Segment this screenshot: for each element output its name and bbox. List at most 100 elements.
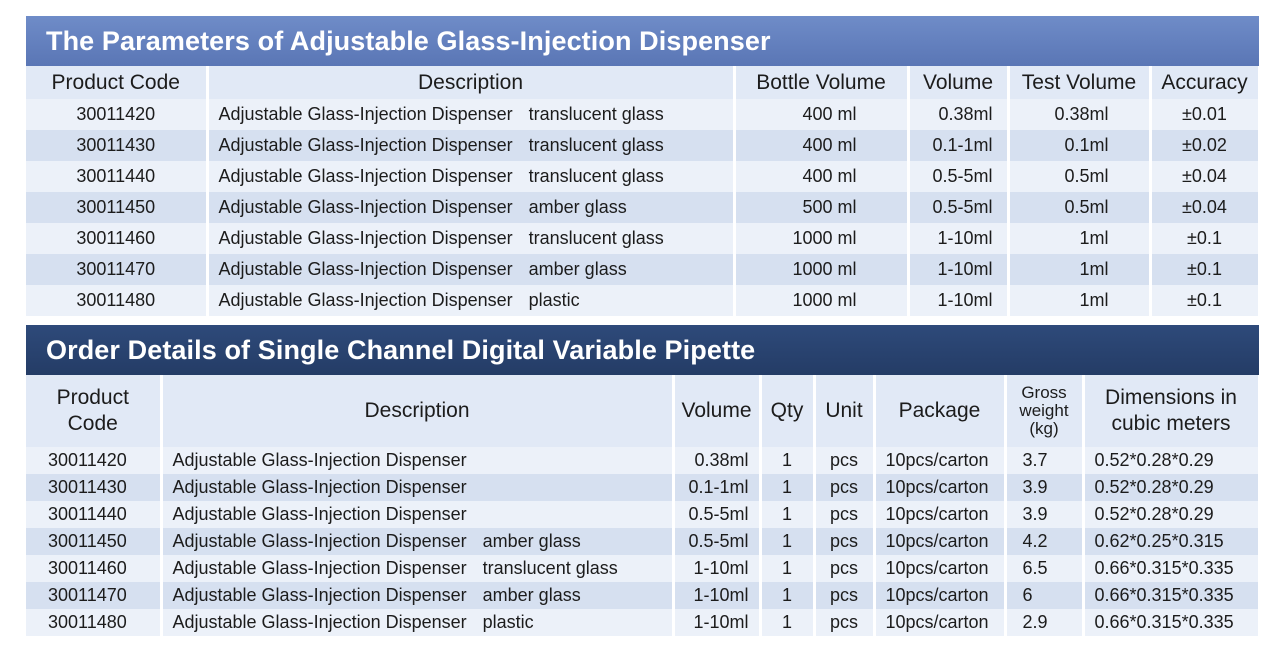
accuracy-cell: ±0.1 <box>1150 285 1261 316</box>
accuracy-cell: ±0.02 <box>1150 130 1261 161</box>
description-cell: Adjustable Glass-Injection Dispenser tran… <box>207 223 736 254</box>
material-text: translucent glass <box>528 166 664 186</box>
order-details-section: Order Details of Single Channel Digital … <box>26 325 1261 636</box>
table-row: 30011450 Adjustable Glass-Injection Dispe… <box>26 192 1261 223</box>
order-details-title: Order Details of Single Channel Digital … <box>26 325 1259 375</box>
table-row: 30011460 Adjustable Glass-Injection Dispe… <box>26 555 1261 582</box>
table-row: 30011430 Adjustable Glass-Injection Dispe… <box>26 474 1261 501</box>
table-row: 30011440 Adjustable Glass-Injection Dispe… <box>26 161 1261 192</box>
dimensions-cell: 0.52*0.28*0.29 <box>1083 501 1261 528</box>
accuracy-cell: ±0.04 <box>1150 161 1261 192</box>
material-text: amber glass <box>482 585 581 605</box>
test-volume-cell: 0.5ml <box>1008 192 1152 223</box>
product-code-cell: 30011440 <box>26 501 163 528</box>
bottle-volume-cell: 1000 ml <box>734 285 910 316</box>
table-row: 30011470 Adjustable Glass-Injection Dispe… <box>26 582 1261 609</box>
product-code-cell: 30011420 <box>26 447 163 474</box>
header-description: Description <box>207 66 736 99</box>
header-volume: Volume <box>908 66 1010 99</box>
description-cell: Adjustable Glass-Injection Dispenser tran… <box>161 555 675 582</box>
qty-cell: 1 <box>760 555 816 582</box>
gross-weight-cell: 6 <box>1005 582 1085 609</box>
description-text: Adjustable Glass-Injection Dispenser <box>218 135 513 155</box>
qty-cell: 1 <box>760 582 816 609</box>
table-row: 30011440 Adjustable Glass-Injection Dispe… <box>26 501 1261 528</box>
dimensions-cell: 0.52*0.28*0.29 <box>1083 447 1261 474</box>
parameters-header-row: Product Code Description Bottle Volume V… <box>26 66 1261 99</box>
gross-weight-cell: 3.7 <box>1005 447 1085 474</box>
dimensions-cell: 0.66*0.315*0.335 <box>1083 555 1261 582</box>
material-text: translucent glass <box>528 135 664 155</box>
header-gross-weight: Gross weight (kg) <box>1005 375 1085 447</box>
package-cell: 10pcs/carton <box>874 501 1007 528</box>
bottle-volume-cell: 1000 ml <box>734 223 910 254</box>
unit-cell: pcs <box>814 528 876 555</box>
unit-cell: pcs <box>814 609 876 636</box>
gross-weight-cell: 4.2 <box>1005 528 1085 555</box>
unit-cell: pcs <box>814 474 876 501</box>
volume-cell: 1-10ml <box>673 609 762 636</box>
header-test-volume: Test Volume <box>1008 66 1152 99</box>
description-cell: Adjustable Glass-Injection Dispenser plas… <box>161 609 675 636</box>
package-cell: 10pcs/carton <box>874 474 1007 501</box>
material-text: amber glass <box>528 197 627 217</box>
product-code-cell: 30011420 <box>26 99 209 130</box>
description-text: Adjustable Glass-Injection Dispenser <box>218 290 513 310</box>
test-volume-cell: 1ml <box>1008 254 1152 285</box>
accuracy-cell: ±0.1 <box>1150 254 1261 285</box>
volume-cell: 0.1-1ml <box>908 130 1010 161</box>
qty-cell: 1 <box>760 474 816 501</box>
material-text: translucent glass <box>528 228 664 248</box>
table-row: 30011460 Adjustable Glass-Injection Dispe… <box>26 223 1261 254</box>
product-code-cell: 30011460 <box>26 223 209 254</box>
product-code-cell: 30011480 <box>26 609 163 636</box>
description-cell: Adjustable Glass-Injection Dispenser ambe… <box>207 254 736 285</box>
product-code-cell: 30011460 <box>26 555 163 582</box>
description-text: Adjustable Glass-Injection Dispenser <box>172 504 467 524</box>
volume-cell: 0.5-5ml <box>908 161 1010 192</box>
qty-cell: 1 <box>760 609 816 636</box>
description-cell: Adjustable Glass-Injection Dispenser tran… <box>207 161 736 192</box>
bottle-volume-cell: 500 ml <box>734 192 910 223</box>
header-product-code: Product Code <box>26 66 209 99</box>
qty-cell: 1 <box>760 447 816 474</box>
header-product-code: Product Code <box>26 375 163 447</box>
header-dimensions: Dimensions in cubic meters <box>1083 375 1261 447</box>
package-cell: 10pcs/carton <box>874 609 1007 636</box>
table-row: 30011480 Adjustable Glass-Injection Dispe… <box>26 285 1261 316</box>
table-row: 30011450 Adjustable Glass-Injection Dispe… <box>26 528 1261 555</box>
dimensions-cell: 0.66*0.315*0.335 <box>1083 609 1261 636</box>
table-row: 30011480 Adjustable Glass-Injection Dispe… <box>26 609 1261 636</box>
description-cell: Adjustable Glass-Injection Dispenser <box>161 447 675 474</box>
order-header-row: Product Code Description Volume Qty Unit … <box>26 375 1261 447</box>
gross-weight-cell: 3.9 <box>1005 474 1085 501</box>
qty-cell: 1 <box>760 528 816 555</box>
header-description: Description <box>161 375 675 447</box>
accuracy-cell: ±0.1 <box>1150 223 1261 254</box>
parameters-title: The Parameters of Adjustable Glass-Injec… <box>26 16 1259 66</box>
material-text: amber glass <box>528 259 627 279</box>
description-text: Adjustable Glass-Injection Dispenser <box>218 228 513 248</box>
description-cell: Adjustable Glass-Injection Dispenser tran… <box>207 130 736 161</box>
volume-cell: 1-10ml <box>673 582 762 609</box>
order-details-table: Product Code Description Volume Qty Unit … <box>26 375 1261 636</box>
product-code-cell: 30011480 <box>26 285 209 316</box>
package-cell: 10pcs/carton <box>874 582 1007 609</box>
package-cell: 10pcs/carton <box>874 555 1007 582</box>
description-text: Adjustable Glass-Injection Dispenser <box>172 612 467 632</box>
gross-weight-cell: 6.5 <box>1005 555 1085 582</box>
description-cell: Adjustable Glass-Injection Dispenser plas… <box>207 285 736 316</box>
unit-cell: pcs <box>814 447 876 474</box>
gross-weight-cell: 2.9 <box>1005 609 1085 636</box>
parameters-table: Product Code Description Bottle Volume V… <box>26 66 1261 316</box>
test-volume-cell: 1ml <box>1008 285 1152 316</box>
description-text: Adjustable Glass-Injection Dispenser <box>172 558 467 578</box>
description-text: Adjustable Glass-Injection Dispenser <box>218 197 513 217</box>
dimensions-cell: 0.62*0.25*0.315 <box>1083 528 1261 555</box>
volume-cell: 1-10ml <box>908 285 1010 316</box>
test-volume-cell: 0.1ml <box>1008 130 1152 161</box>
table-row: 30011430 Adjustable Glass-Injection Dispe… <box>26 130 1261 161</box>
header-bottle-volume: Bottle Volume <box>734 66 910 99</box>
volume-cell: 1-10ml <box>673 555 762 582</box>
header-accuracy: Accuracy <box>1150 66 1261 99</box>
